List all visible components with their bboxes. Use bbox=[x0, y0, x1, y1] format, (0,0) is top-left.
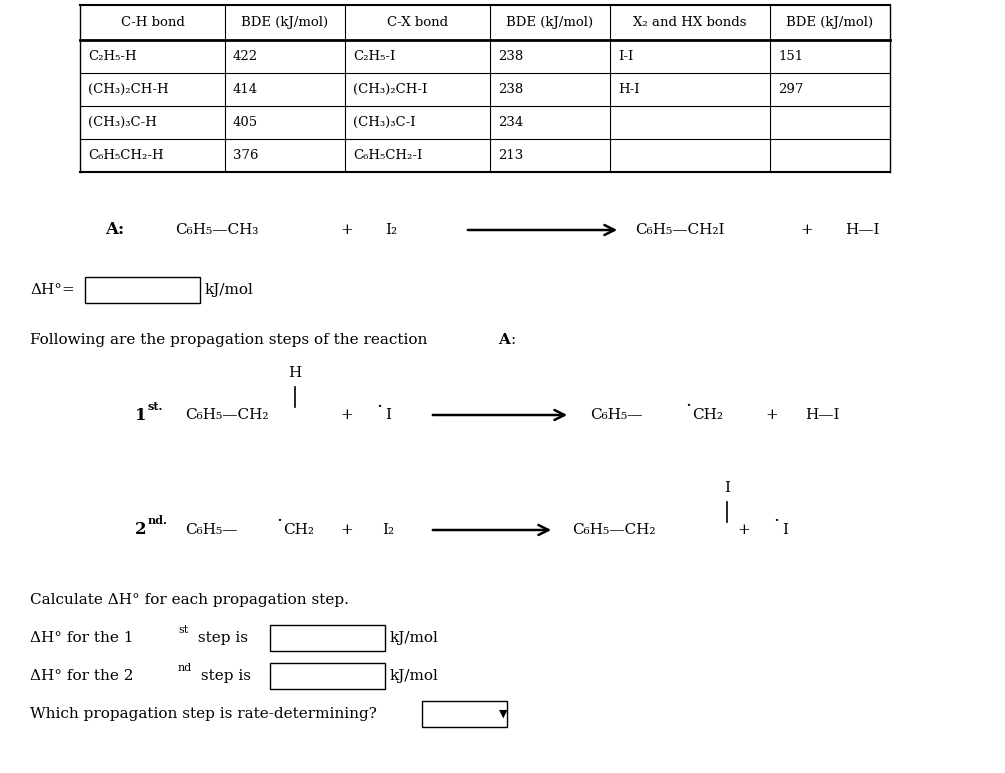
Text: CH₂: CH₂ bbox=[283, 523, 314, 537]
Text: H: H bbox=[288, 366, 302, 380]
Text: CH₂: CH₂ bbox=[692, 408, 723, 422]
Bar bbox=[270, 663, 385, 689]
Text: C₆H₅—: C₆H₅— bbox=[185, 523, 237, 537]
Text: ΔH° for the 2: ΔH° for the 2 bbox=[30, 669, 134, 683]
Text: C-H bond: C-H bond bbox=[121, 16, 185, 29]
Text: +: + bbox=[737, 523, 750, 537]
Text: C₆H₅CH₂-I: C₆H₅CH₂-I bbox=[353, 149, 422, 162]
Text: ΔH°=: ΔH°= bbox=[30, 283, 74, 297]
Text: C₂H₅-H: C₂H₅-H bbox=[88, 50, 137, 63]
Text: Calculate ΔH° for each propagation step.: Calculate ΔH° for each propagation step. bbox=[30, 593, 349, 607]
Text: st.: st. bbox=[148, 400, 164, 411]
Text: 405: 405 bbox=[233, 116, 258, 129]
Text: C-X bond: C-X bond bbox=[387, 16, 448, 29]
Text: nd: nd bbox=[178, 663, 192, 673]
Text: C₆H₅—: C₆H₅— bbox=[590, 408, 642, 422]
Text: 238: 238 bbox=[498, 50, 524, 63]
Text: I₂: I₂ bbox=[385, 223, 397, 237]
Text: ΔH° for the 1: ΔH° for the 1 bbox=[30, 631, 134, 645]
Text: 151: 151 bbox=[778, 50, 803, 63]
Text: ·: · bbox=[376, 398, 382, 416]
Text: 422: 422 bbox=[233, 50, 258, 63]
Text: BDE (kJ/mol): BDE (kJ/mol) bbox=[787, 16, 873, 29]
Bar bbox=[270, 625, 385, 651]
Text: step is: step is bbox=[193, 631, 248, 645]
Text: ▼: ▼ bbox=[499, 709, 508, 719]
Text: 213: 213 bbox=[498, 149, 524, 162]
Text: :: : bbox=[510, 333, 516, 347]
Text: ·: · bbox=[773, 512, 779, 530]
Bar bbox=[85, 277, 200, 303]
Text: H—I: H—I bbox=[805, 408, 839, 422]
Text: +: + bbox=[340, 523, 353, 537]
Text: I: I bbox=[385, 408, 391, 422]
Text: 2: 2 bbox=[135, 522, 147, 539]
Text: A:: A: bbox=[105, 222, 125, 239]
Text: BDE (kJ/mol): BDE (kJ/mol) bbox=[507, 16, 594, 29]
Text: (CH₃)₂CH-I: (CH₃)₂CH-I bbox=[353, 83, 427, 96]
Text: kJ/mol: kJ/mol bbox=[390, 631, 439, 645]
Text: X₂ and HX bonds: X₂ and HX bonds bbox=[633, 16, 747, 29]
Text: C₆H₅—CH₃: C₆H₅—CH₃ bbox=[175, 223, 258, 237]
Text: A: A bbox=[498, 333, 510, 347]
Text: I: I bbox=[782, 523, 788, 537]
Text: 414: 414 bbox=[233, 83, 258, 96]
Text: Following are the propagation steps of the reaction: Following are the propagation steps of t… bbox=[30, 333, 432, 347]
Bar bbox=[422, 701, 507, 727]
Text: 234: 234 bbox=[498, 116, 524, 129]
Text: (CH₃)₂CH-H: (CH₃)₂CH-H bbox=[88, 83, 169, 96]
Text: C₆H₅—CH₂I: C₆H₅—CH₂I bbox=[635, 223, 725, 237]
Text: st: st bbox=[178, 625, 188, 635]
Text: H—I: H—I bbox=[845, 223, 879, 237]
Text: +: + bbox=[765, 408, 778, 422]
Text: (CH₃)₃C-I: (CH₃)₃C-I bbox=[353, 116, 416, 129]
Text: 376: 376 bbox=[233, 149, 258, 162]
Text: Which propagation step is rate-determining?: Which propagation step is rate-determini… bbox=[30, 707, 377, 721]
Text: I₂: I₂ bbox=[382, 523, 394, 537]
Text: kJ/mol: kJ/mol bbox=[390, 669, 439, 683]
Text: kJ/mol: kJ/mol bbox=[205, 283, 254, 297]
Text: C₆H₅CH₂-H: C₆H₅CH₂-H bbox=[88, 149, 164, 162]
Text: ·: · bbox=[276, 512, 282, 530]
Text: +: + bbox=[340, 408, 353, 422]
Text: I-I: I-I bbox=[618, 50, 633, 63]
Text: 238: 238 bbox=[498, 83, 524, 96]
Text: C₆H₅—CH₂: C₆H₅—CH₂ bbox=[572, 523, 655, 537]
Text: BDE (kJ/mol): BDE (kJ/mol) bbox=[241, 16, 329, 29]
Text: C₂H₅-I: C₂H₅-I bbox=[353, 50, 395, 63]
Text: ·: · bbox=[685, 397, 691, 415]
Text: +: + bbox=[340, 223, 353, 237]
Text: 297: 297 bbox=[778, 83, 803, 96]
Text: +: + bbox=[800, 223, 813, 237]
Text: 1: 1 bbox=[135, 407, 147, 424]
Text: I: I bbox=[724, 481, 730, 495]
Text: (CH₃)₃C-H: (CH₃)₃C-H bbox=[88, 116, 157, 129]
Text: H-I: H-I bbox=[618, 83, 639, 96]
Text: step is: step is bbox=[196, 669, 251, 683]
Text: nd.: nd. bbox=[148, 516, 168, 526]
Text: C₆H₅—CH₂: C₆H₅—CH₂ bbox=[185, 408, 268, 422]
